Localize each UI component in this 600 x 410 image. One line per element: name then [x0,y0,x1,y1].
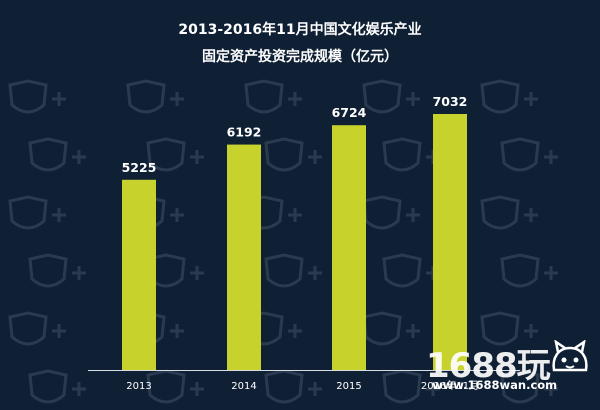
chart-title-line1: 2013-2016年11月中国文化娱乐产业 [178,22,422,38]
x-tick-label: 2014 [231,381,256,392]
pattern-shield-icon [362,311,420,346]
pattern-shield-icon [480,311,538,346]
x-tick-label: 2016年11月 [421,379,479,392]
x-tick-label: 2013 [126,381,151,392]
bar-value-label: 6724 [332,105,367,120]
pattern-shield-icon [264,253,322,288]
watermark-brand-text: 1688玩 [426,346,551,386]
bar-2015 [332,125,366,370]
pattern-shield-icon [500,137,558,172]
pattern-shield-icon [8,195,66,230]
bar-2014 [227,144,261,370]
pattern-shield-icon [28,253,86,288]
watermark-logo: 1688玩 www.1688wan.com [420,336,596,400]
pattern-shield-icon [126,79,184,114]
pattern-shield-icon [28,369,86,404]
x-tick-label: 2015 [336,381,361,392]
pattern-shield-icon [28,137,86,172]
cat-mascot-icon [552,340,588,372]
pattern-shield-icon [146,369,204,404]
bar-group [122,114,467,370]
pattern-shield-icon [146,137,204,172]
bar-value-label: 7032 [433,94,468,109]
pattern-shield-icon [500,369,558,404]
pattern-shield-icon [8,311,66,346]
bar-value-label: 6192 [227,125,262,140]
pattern-shield-icon [264,369,322,404]
value-label-group: 5225 6192 6724 7032 [122,94,468,175]
bar-value-label: 5225 [122,160,157,175]
pattern-shield-icon [264,137,322,172]
pattern-shield-icon [382,369,440,404]
pattern-shield-icon [244,79,302,114]
pattern-shield-icon [8,79,66,114]
watermark-url-text: www.1688wan.com [432,378,558,392]
x-tick-label-group: 2013 2014 2015 2016年11月 [126,379,479,392]
chart-title-line2: 固定资产投资完成规模（亿元） [202,49,398,65]
pattern-shield-icon [480,79,538,114]
pattern-shield-icon [362,79,420,114]
pattern-shield-icon [500,253,558,288]
pattern-shield-icon [362,195,420,230]
pattern-shield-icon [480,195,538,230]
bar-2016年11月 [433,114,467,370]
bar-2013 [122,179,156,370]
